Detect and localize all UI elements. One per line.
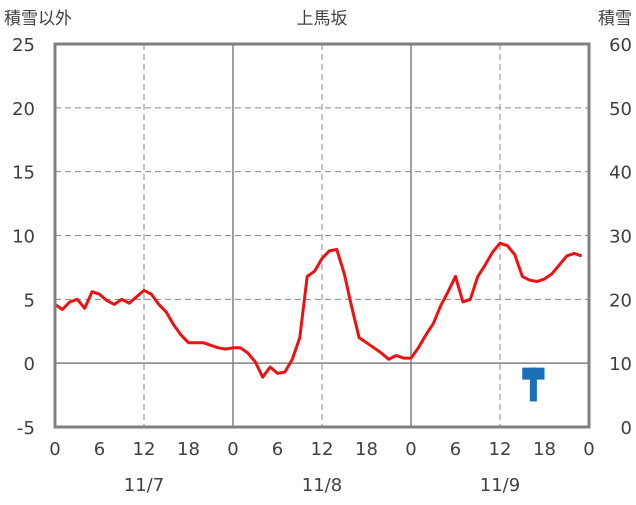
date-label: 11/8 bbox=[302, 475, 342, 496]
date-labels: 11/7 11/8 11/9 bbox=[124, 475, 520, 496]
x-tick-label: 6 bbox=[450, 439, 461, 460]
left-tick-label: 20 bbox=[12, 99, 35, 120]
left-tick-label: 5 bbox=[24, 290, 35, 311]
x-tick-label: 18 bbox=[355, 439, 378, 460]
date-label: 11/9 bbox=[480, 475, 520, 496]
left-tick-label: 25 bbox=[12, 35, 35, 56]
x-tick-label: 6 bbox=[272, 439, 283, 460]
right-tick-label: 30 bbox=[609, 227, 632, 248]
date-label: 11/7 bbox=[124, 475, 164, 496]
x-ticks: 0 6 12 18 0 6 12 18 0 6 12 18 0 bbox=[49, 439, 594, 460]
chart-title: 上馬坂 bbox=[297, 9, 348, 29]
left-tick-label: 15 bbox=[12, 163, 35, 184]
x-tick-label: 12 bbox=[489, 439, 512, 460]
right-tick-label: 0 bbox=[621, 418, 632, 439]
right-tick-label: 50 bbox=[609, 99, 632, 120]
left-tick-label: -5 bbox=[17, 418, 35, 439]
plot-frame bbox=[53, 42, 591, 429]
left-ticks: 25 20 15 10 5 0 -5 bbox=[12, 35, 35, 439]
right-axis-label: 積雪 bbox=[598, 9, 632, 29]
x-tick-label: 6 bbox=[94, 439, 105, 460]
grid bbox=[55, 44, 589, 427]
x-tick-label: 18 bbox=[177, 439, 200, 460]
x-tick-label: 12 bbox=[133, 439, 156, 460]
temperature-line bbox=[54, 241, 583, 379]
right-ticks: 60 50 40 30 20 10 0 bbox=[609, 35, 632, 439]
left-tick-label: 10 bbox=[12, 227, 35, 248]
x-tick-label: 18 bbox=[533, 439, 556, 460]
snow-stem bbox=[529, 367, 537, 402]
x-tick-label: 0 bbox=[583, 439, 594, 460]
left-tick-label: 0 bbox=[24, 354, 35, 375]
x-tick-label: 0 bbox=[405, 439, 416, 460]
x-tick-label: 12 bbox=[311, 439, 334, 460]
right-tick-label: 20 bbox=[609, 290, 632, 311]
x-tick-label: 0 bbox=[49, 439, 60, 460]
right-tick-label: 40 bbox=[609, 163, 632, 184]
right-tick-label: 10 bbox=[609, 354, 632, 375]
right-tick-label: 60 bbox=[609, 35, 632, 56]
x-tick-label: 0 bbox=[227, 439, 238, 460]
left-axis-label: 積雪以外 bbox=[4, 9, 72, 29]
